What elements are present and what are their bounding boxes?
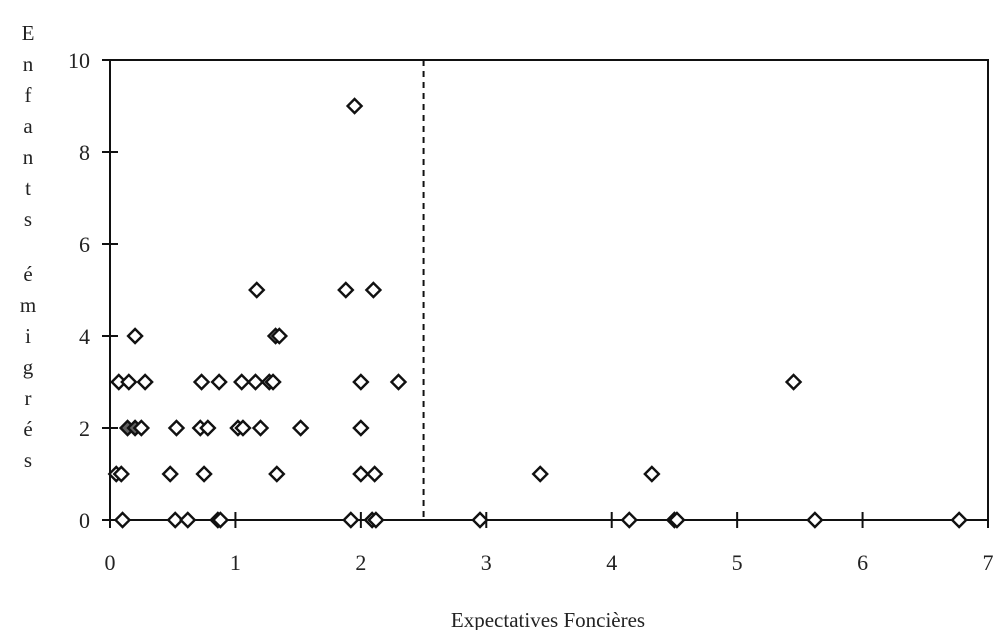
plot-frame xyxy=(109,59,989,521)
data-point xyxy=(166,511,184,529)
data-point xyxy=(113,511,132,529)
data-point xyxy=(264,373,282,391)
data-point xyxy=(345,97,364,115)
data-point xyxy=(643,465,661,483)
x-tick-label: 3 xyxy=(481,550,492,575)
data-point xyxy=(161,465,179,483)
data-point xyxy=(195,465,213,483)
data-point xyxy=(352,419,370,437)
data-point xyxy=(337,281,355,299)
data-point xyxy=(210,373,228,391)
axes xyxy=(109,59,989,521)
data-point xyxy=(364,281,383,299)
y-tick-label: 6 xyxy=(79,232,90,257)
data-point xyxy=(120,373,138,391)
x-tick-label: 4 xyxy=(606,550,617,575)
y-axis-title-letter: f xyxy=(25,83,32,107)
data-point xyxy=(192,373,211,391)
data-point xyxy=(291,419,310,437)
y-axis-title-letter: m xyxy=(20,293,36,317)
data-point xyxy=(389,373,408,391)
y-axis-title-letter: i xyxy=(25,324,31,348)
y-axis-title-letter: n xyxy=(23,52,34,76)
data-point xyxy=(531,465,549,483)
y-axis-title-letter: s xyxy=(24,448,32,472)
data-point xyxy=(620,511,638,529)
data-point xyxy=(126,327,144,345)
data-point xyxy=(248,281,266,299)
data-points xyxy=(107,97,968,529)
data-point xyxy=(199,419,217,437)
x-tick-label: 2 xyxy=(355,550,366,575)
data-point xyxy=(112,465,130,483)
data-point xyxy=(784,373,803,391)
data-point xyxy=(246,373,265,391)
x-tick-label: 7 xyxy=(983,550,994,575)
data-point xyxy=(233,373,251,391)
y-axis-title-letter: t xyxy=(25,176,31,200)
data-point xyxy=(367,511,385,529)
y-tick-label: 8 xyxy=(79,140,90,165)
data-point xyxy=(132,419,151,437)
x-tick-label: 1 xyxy=(230,550,241,575)
data-point xyxy=(471,511,489,529)
data-point xyxy=(270,327,289,345)
x-axis-title: Expectatives Foncières xyxy=(451,608,645,630)
data-point xyxy=(136,373,154,391)
data-point xyxy=(167,419,186,437)
data-point xyxy=(950,511,968,529)
data-point xyxy=(251,419,270,437)
data-point xyxy=(352,465,370,483)
x-tick-label: 5 xyxy=(732,550,743,575)
y-axis-title-letter: g xyxy=(23,355,34,379)
y-axis-title-letter: r xyxy=(25,386,32,410)
data-point xyxy=(211,511,230,529)
data-point xyxy=(365,465,384,483)
y-tick-label: 10 xyxy=(68,48,90,73)
x-tick-label: 6 xyxy=(857,550,868,575)
y-axis-title-letter: n xyxy=(23,145,34,169)
y-axis-title-letter: E xyxy=(22,21,35,45)
data-point xyxy=(234,419,252,437)
tick-marks xyxy=(102,59,989,528)
y-axis-title-letter: é xyxy=(23,262,32,286)
data-point xyxy=(352,373,370,391)
y-tick-label: 2 xyxy=(79,416,90,441)
data-point xyxy=(806,511,824,529)
y-axis-title-letter: s xyxy=(24,207,32,231)
data-point xyxy=(668,511,686,529)
data-point xyxy=(342,511,360,529)
y-axis-title-letter: é xyxy=(23,417,32,441)
y-tick-label: 4 xyxy=(79,324,90,349)
x-tick-label: 0 xyxy=(105,550,116,575)
tick-labels: 0 1 2 3 4 5 6 7 0 2 4 6 8 10 xyxy=(68,48,994,575)
data-point xyxy=(268,465,286,483)
y-axis-title-letter: a xyxy=(23,114,33,138)
y-tick-label: 0 xyxy=(79,508,90,533)
data-point xyxy=(179,511,197,529)
